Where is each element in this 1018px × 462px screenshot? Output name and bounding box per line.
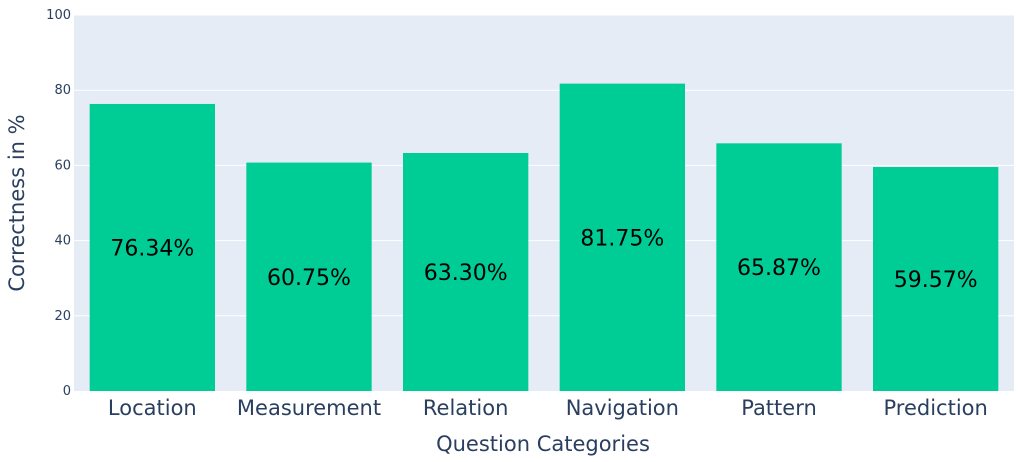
bar-pattern: [716, 143, 842, 391]
bar-location: [89, 103, 215, 391]
bar-data-label: 63.30%: [424, 261, 508, 286]
bar-data-labels: 76.34% 60.75% 63.30% 81.75% 65.87% 59.57%: [110, 226, 977, 293]
y-tick-label: 20: [54, 309, 71, 324]
y-axis-ticks: 0 20 40 60 80 100: [46, 8, 71, 399]
gridlines: [74, 14, 1014, 317]
bar-data-label: 76.34%: [110, 236, 194, 261]
y-tick-label: 100: [46, 8, 71, 23]
x-tick-label: Navigation: [566, 396, 679, 420]
y-tick-label: 80: [54, 83, 71, 98]
y-tick-label: 60: [54, 158, 71, 173]
y-axis-title: Correctness in %: [5, 114, 29, 291]
y-tick-label: 0: [63, 384, 71, 399]
bar-navigation: [559, 83, 685, 392]
x-tick-label: Relation: [423, 396, 509, 420]
bar-data-label: 81.75%: [580, 226, 664, 251]
x-tick-label: Location: [108, 396, 197, 420]
x-tick-label: Measurement: [237, 396, 381, 420]
x-tick-label: Pattern: [741, 396, 817, 420]
bar-data-label: 65.87%: [737, 256, 821, 281]
bar-data-label: 59.57%: [894, 268, 978, 293]
x-axis-ticks: Location Measurement Relation Navigation Pat…: [108, 396, 988, 420]
plot-background: [74, 15, 1014, 391]
y-tick-label: 40: [54, 234, 71, 249]
bar-measurement: [246, 162, 372, 391]
bars: [89, 83, 999, 392]
bar-prediction: [873, 167, 999, 391]
x-tick-label: Prediction: [884, 396, 988, 420]
x-axis-title: Question Categories: [436, 432, 650, 456]
bar-data-label: 60.75%: [267, 266, 351, 291]
bar-relation: [403, 152, 529, 391]
